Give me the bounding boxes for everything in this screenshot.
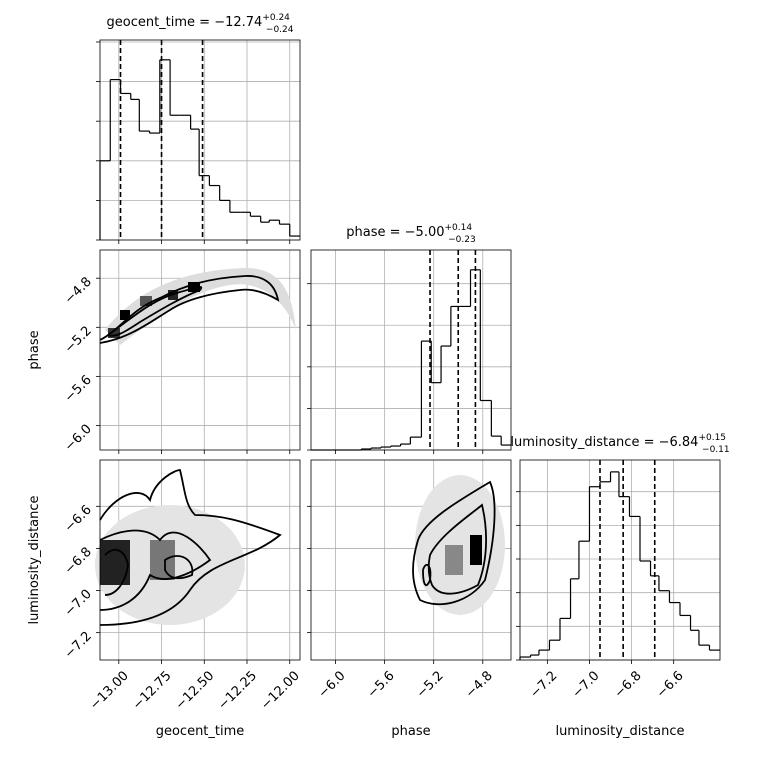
x-axis-label: luminosity_distance [555, 724, 684, 739]
contour [422, 563, 432, 587]
panel-frame [99, 249, 301, 451]
x-tick-label: −13.00 [87, 668, 132, 713]
density-cell [470, 535, 482, 565]
panel-frame [310, 249, 512, 451]
y-tick-label: −7.0 [62, 587, 95, 620]
contour [107, 286, 203, 337]
x-tick-label: −4.8 [463, 668, 496, 701]
title-main: phase = −5.00 [346, 225, 444, 240]
contour [99, 529, 212, 611]
x-axis-label: phase [391, 724, 430, 739]
density-lum-phase [412, 475, 505, 615]
panel-frame [519, 459, 721, 661]
density-cell [150, 540, 175, 580]
panel [311, 250, 511, 451]
x-tick-label: −12.50 [173, 668, 218, 713]
x-tick-label: −12.25 [215, 668, 260, 713]
density-cell [120, 310, 130, 320]
title-plus: +0.14 [445, 223, 473, 233]
title-minus: −0.11 [702, 445, 730, 455]
contour [164, 555, 194, 580]
x-tick-label: −12.75 [130, 668, 175, 713]
title-minus: −0.24 [266, 25, 294, 35]
contour [104, 548, 129, 596]
density-lum-geocent [95, 469, 282, 626]
x-axis-label: geocent_time [156, 724, 245, 739]
panel-frame [310, 459, 512, 661]
x-tick-label: −6.6 [654, 668, 687, 701]
title-plus: +0.24 [262, 13, 290, 23]
x-tick-label: −5.6 [365, 668, 398, 701]
density-cloud [105, 268, 296, 345]
title-minus: −0.23 [448, 235, 476, 245]
y-tick-label: −6.8 [62, 545, 95, 578]
density-phase-geocent [99, 268, 296, 345]
x-tick-label: −5.2 [414, 668, 447, 701]
title-main: geocent_time = −12.74 [106, 15, 262, 30]
panel-title: phase = −5.00+0.14 −0.23 [346, 223, 475, 245]
y-axis-label: luminosity_distance [27, 495, 42, 624]
contour [412, 480, 496, 606]
x-tick-label: −6.0 [316, 668, 349, 701]
y-tick-label: −6.6 [62, 503, 95, 536]
panel-frame [99, 459, 301, 661]
panel-title: luminosity_distance = −6.84+0.15 −0.11 [510, 433, 729, 455]
y-axis-label: phase [27, 330, 42, 369]
density-cell [445, 545, 463, 575]
y-tick-label: −5.6 [62, 373, 95, 406]
y-tick-label: −5.2 [62, 324, 95, 357]
panel-title: geocent_time = −12.74+0.24 −0.24 [106, 13, 293, 35]
density-cell [100, 540, 130, 585]
density-panels [95, 268, 505, 626]
panel [100, 40, 300, 241]
density-cell [140, 296, 152, 306]
y-tick-label: −4.8 [62, 274, 95, 307]
density-cell [108, 328, 120, 338]
title-plus: +0.15 [698, 433, 726, 443]
title-main: luminosity_distance = −6.84 [510, 435, 698, 450]
contour [99, 275, 280, 344]
y-tick-label: −7.2 [62, 629, 95, 662]
panel-frame [99, 39, 301, 241]
contour [99, 469, 282, 626]
x-tick-label: −7.0 [570, 668, 603, 701]
x-tick-label: −6.8 [612, 668, 645, 701]
density-cell [188, 282, 200, 292]
x-tick-label: −7.2 [527, 668, 560, 701]
y-tick-label: −6.0 [62, 422, 95, 455]
x-tick-label: −12.00 [258, 668, 303, 713]
